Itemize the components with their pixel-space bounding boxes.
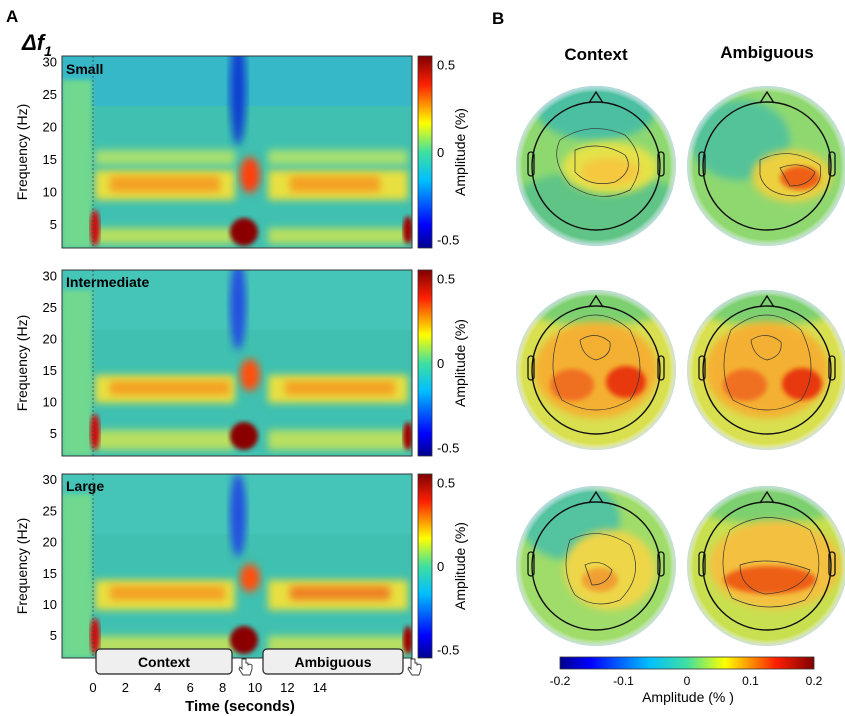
colorbar-row-2 — [417, 269, 433, 457]
colorbar-tick-label: -0.5 — [437, 643, 459, 658]
colorbar-tick-label: 0.5 — [437, 58, 455, 73]
y-tick-label: 15 — [43, 152, 57, 167]
y-tick-label: 30 — [43, 55, 57, 70]
colorbar-row-1 — [417, 55, 433, 249]
topomap-intermediate-context — [516, 290, 676, 450]
topomap-colorbar-tick-label: -0.1 — [613, 674, 634, 688]
y-tick-label: 10 — [43, 394, 57, 409]
colorbar-tick-label: 0 — [437, 356, 444, 371]
topomap-colorbar-tick-label: 0.2 — [806, 674, 823, 688]
x-tick-label: 2 — [122, 680, 129, 695]
y-tick-label: 25 — [43, 300, 57, 315]
x-tick-label: 6 — [187, 680, 194, 695]
x-tick-label: 10 — [248, 680, 262, 695]
spectrogram-large: Large — [61, 473, 413, 659]
context-box-label: Context — [138, 654, 190, 670]
x-tick-label: 12 — [280, 680, 294, 695]
y-tick-label: 25 — [43, 87, 57, 102]
spectrogram-intermediate: Intermediate — [61, 269, 413, 457]
y-tick-label: 5 — [50, 217, 57, 232]
y-tick-label: 15 — [43, 566, 57, 581]
spectrogram-small: Small — [61, 55, 413, 249]
x-tick-label: 14 — [313, 680, 327, 695]
y-tick-label: 5 — [50, 426, 57, 441]
ambiguous-box-label: Ambiguous — [295, 654, 372, 670]
panel-letter-a: A — [6, 7, 18, 26]
topomap-colorbar-tick-label: -0.2 — [550, 674, 571, 688]
colorbar-tick-label: 0 — [437, 559, 444, 574]
y-tick-label: 5 — [50, 628, 57, 643]
context-box — [95, 648, 233, 675]
ambiguous-box — [262, 648, 404, 675]
ylabel-row-3: Frequency (Hz) — [14, 518, 30, 614]
x-tick-label: 8 — [219, 680, 226, 695]
colorbar-tick-label: -0.5 — [437, 441, 459, 456]
row-label-small: Small — [66, 61, 103, 77]
colorbar-tick-label: 0.5 — [437, 475, 455, 490]
y-tick-label: 15 — [43, 363, 57, 378]
y-tick-label: 30 — [43, 268, 57, 283]
delta-f-label: Δf1 — [21, 30, 52, 59]
topomap-large-context — [516, 486, 676, 646]
colorbar-label-row-3: Amplitude (%) — [452, 522, 468, 610]
colorbar-tick-label: 0.5 — [437, 271, 455, 286]
topomap-colorbar — [559, 656, 815, 670]
x-tick-labels: 0 2 4 6 8 10 12 14 — [89, 680, 327, 695]
topomap-intermediate-ambiguous — [687, 290, 845, 450]
topomap-small-context — [516, 86, 676, 246]
y-tick-labels: 30 25 20 15 10 5 30 25 20 15 10 5 30 25 20 15 10 5 — [43, 55, 57, 644]
y-tick-label: 25 — [43, 503, 57, 518]
topomap-large-ambiguous — [687, 486, 845, 646]
ylabel-row-2: Frequency (Hz) — [14, 315, 30, 411]
panel-letter-b: B — [492, 9, 504, 28]
column-title-ambiguous: Ambiguous — [720, 43, 814, 62]
y-tick-label: 20 — [43, 331, 57, 346]
colorbar-row-3 — [417, 473, 433, 659]
x-axis-label: Time (seconds) — [185, 698, 295, 715]
y-tick-label: 20 — [43, 535, 57, 550]
button-press-icon — [238, 658, 253, 676]
topomap-colorbar-label: Amplitude (% ) — [642, 689, 734, 705]
colorbar-tick-label: -0.5 — [437, 232, 459, 247]
topomap-colorbar-tick-label: 0 — [684, 674, 691, 688]
colorbar-tick-labels: 0.5 0 -0.5 0.5 0 -0.5 0.5 0 -0.5 — [437, 58, 459, 658]
y-tick-label: 20 — [43, 120, 57, 135]
button-press-icon — [407, 658, 422, 676]
row-label-intermediate: Intermediate — [66, 274, 149, 290]
x-tick-label: 4 — [154, 680, 161, 695]
colorbar-label-row-1: Amplitude (%) — [452, 108, 468, 196]
x-tick-label: 0 — [89, 680, 96, 695]
colorbar-tick-label: 0 — [437, 145, 444, 160]
ylabel-row-1: Frequency (Hz) — [14, 104, 30, 200]
y-tick-label: 30 — [43, 472, 57, 487]
topomap-small-ambiguous — [687, 86, 845, 246]
topomap-colorbar-ticks: -0.2 -0.1 0 0.1 0.2 — [550, 674, 823, 688]
y-tick-label: 10 — [43, 597, 57, 612]
column-title-context: Context — [564, 45, 628, 64]
colorbar-label-row-2: Amplitude (%) — [452, 319, 468, 407]
row-label-large: Large — [66, 478, 104, 494]
topomap-colorbar-tick-label: 0.1 — [742, 674, 759, 688]
y-tick-label: 10 — [43, 185, 57, 200]
